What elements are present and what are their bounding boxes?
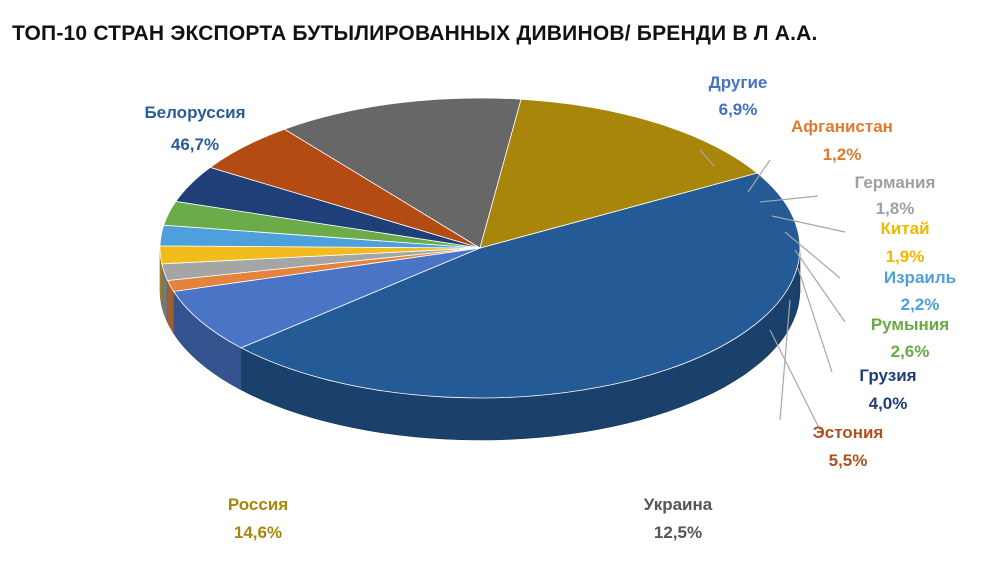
slice-value-Румыния: 2,6%: [891, 342, 930, 361]
chart-title: ТОП-10 СТРАН ЭКСПОРТА БУТЫЛИРОВАННЫХ ДИВ…: [12, 22, 818, 45]
leader-line-Другие: [699, 149, 715, 167]
slice-label-Израиль: Израиль: [884, 268, 956, 287]
slice-value-Израиль: 2,2%: [901, 295, 940, 314]
leader-line-Грузия: [797, 267, 833, 373]
slice-label-Румыния: Румыния: [871, 315, 949, 334]
pie-tops: [159, 97, 801, 399]
leader-line-Украина: [769, 329, 821, 431]
slice-value-Афганистан: 1,2%: [823, 145, 862, 164]
pie-slice-Украина: [283, 97, 522, 249]
slice-label-Эстония: Эстония: [813, 423, 884, 442]
pie-slice-Белоруссия: [240, 172, 801, 399]
slice-value-Другие: 6,9%: [719, 100, 758, 119]
slice-value-Эстония: 5,5%: [829, 451, 868, 470]
pie-leaders: [699, 149, 846, 431]
leader-line-Афганистан: [747, 159, 771, 193]
slice-label-Афганистан: Афганистан: [791, 117, 893, 136]
pie-labels: Белоруссия 46,7% Другие 6,9% Афганистан 1,2% Г…: [144, 73, 956, 542]
slice-label-Россия: Россия: [228, 495, 288, 514]
slice-value-Германия: 1,8%: [876, 199, 915, 218]
slice-label-Украина: Украина: [644, 495, 713, 514]
slice-value-Китай: 1,9%: [886, 247, 925, 266]
slice-label-Грузия: Грузия: [859, 366, 916, 385]
slice-label-Германия: Германия: [855, 173, 936, 192]
slice-value-Россия: 14,6%: [234, 523, 282, 542]
slice-label-Китай: Китай: [880, 219, 929, 238]
pie-slice-Другие: [173, 247, 481, 349]
leader-line-Израиль: [784, 231, 841, 279]
leader-line-Германия: [759, 195, 819, 203]
slice-label-Белоруссия: Белоруссия: [144, 103, 245, 122]
slice-value-Украина: 12,5%: [654, 523, 702, 542]
slice-value-Грузия: 4,0%: [869, 394, 908, 413]
slice-label-Другие: Другие: [709, 73, 768, 92]
slice-value-Белоруссия: 46,7%: [171, 135, 219, 154]
leader-line-Румыния: [794, 249, 846, 323]
leader-line-Китай: [771, 215, 846, 233]
pie-slice-Россия: [479, 98, 758, 249]
